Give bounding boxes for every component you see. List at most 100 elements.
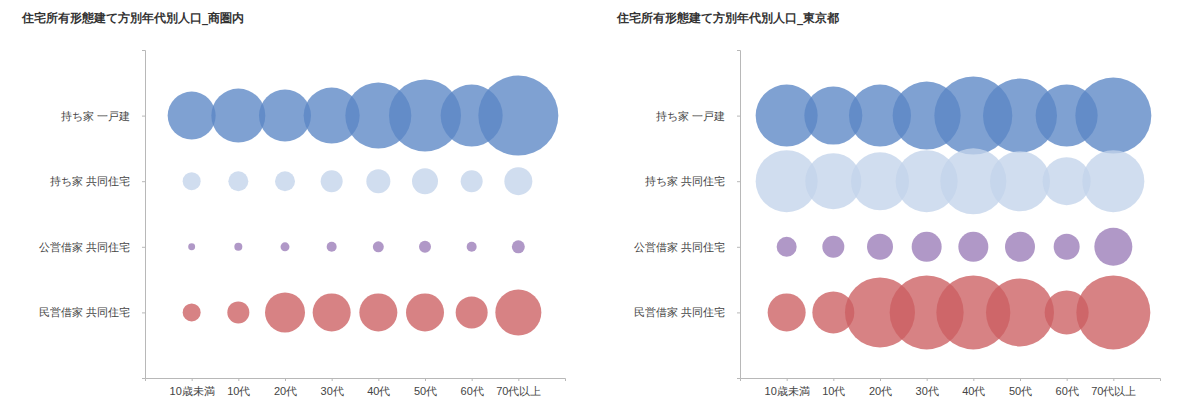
chart-title: 住宅所有形態建て方別年代別人口_商圏内 <box>21 11 244 26</box>
x-tick: 10歳未満 <box>765 378 810 397</box>
y-tick-label: 持ち家 共同住宅 <box>50 175 130 187</box>
x-tick: 30代 <box>321 378 344 397</box>
y-tick-mark <box>142 247 145 248</box>
y-axis-line <box>142 51 146 379</box>
x-tick-mark <box>192 378 193 381</box>
x-tick: 60代 <box>461 378 484 397</box>
y-tick-mark <box>142 181 145 182</box>
bubbles <box>168 76 559 336</box>
chart: 住宅所有形態建て方別年代別人口_東京都10歳未満10代20代30代40代50代6… <box>616 11 1161 397</box>
bubble <box>1075 78 1151 154</box>
y-tick-label: 公営借家 共同住宅 <box>39 241 130 253</box>
x-axis-line <box>146 379 566 382</box>
y-tick-label: 持ち家 一戸建 <box>656 110 725 122</box>
bubble <box>990 151 1050 211</box>
x-tick-mark <box>973 378 974 381</box>
x-tick: 40代 <box>367 378 390 397</box>
bubble <box>183 303 201 321</box>
x-tick-label: 20代 <box>869 385 892 397</box>
x-tick-label: 40代 <box>962 385 985 397</box>
bubble <box>234 243 242 251</box>
y-tick: 持ち家 一戸建 <box>61 110 145 122</box>
y-tick-label: 公営借家 共同住宅 <box>634 241 725 253</box>
bubble <box>777 237 797 257</box>
x-tick: 20代 <box>869 378 892 397</box>
x-tick-label: 50代 <box>414 385 437 397</box>
y-tick-label: 持ち家 一戸建 <box>61 110 130 122</box>
x-tick: 20代 <box>274 378 297 397</box>
x-tick-mark <box>285 378 286 381</box>
bubble <box>512 240 525 253</box>
y-tick-label: 持ち家 共同住宅 <box>645 175 725 187</box>
x-tick-label: 30代 <box>916 385 939 397</box>
x-tick-label: 50代 <box>1009 385 1032 397</box>
x-tick: 50代 <box>1009 378 1032 397</box>
bubble <box>406 293 444 331</box>
bubble <box>504 167 532 195</box>
x-tick-label: 20代 <box>274 385 297 397</box>
x-tick-mark <box>472 378 473 381</box>
y-tick-mark <box>737 181 740 182</box>
bubble <box>768 293 806 331</box>
y-axis: 持ち家 一戸建持ち家 共同住宅公営借家 共同住宅民営借家 共同住宅 <box>39 51 146 379</box>
bubble <box>1076 275 1150 349</box>
bubble <box>461 170 483 192</box>
x-tick-mark <box>378 378 379 381</box>
x-tick: 40代 <box>962 378 985 397</box>
chart: 住宅所有形態建て方別年代別人口_商圏内 10歳未満 10代 20代 30代 40代 50代 6… <box>21 11 566 397</box>
y-tick: 民営借家 共同住宅 <box>39 306 145 318</box>
y-tick: 公営借家 共同住宅 <box>634 241 740 253</box>
bubble <box>211 89 265 143</box>
bubble <box>373 241 384 252</box>
x-tick-mark <box>238 378 239 381</box>
y-tick-mark <box>737 116 740 117</box>
bubble <box>958 232 988 262</box>
x-axis: 10歳未満 10代 20代 30代 40代 50代 60代 70代以上 <box>146 378 566 397</box>
bubble <box>188 243 195 250</box>
bubble <box>227 301 249 323</box>
x-tick-mark <box>833 378 834 381</box>
x-tick-label: 10代 <box>822 385 845 397</box>
x-tick: 30代 <box>916 378 939 397</box>
x-tick-label: 10代 <box>227 385 250 397</box>
x-tick-label: 60代 <box>461 385 484 397</box>
bubble <box>1054 234 1080 260</box>
bubble <box>456 296 488 328</box>
bubble <box>986 278 1054 346</box>
x-tick-label: 40代 <box>367 385 390 397</box>
y-tick: 持ち家 共同住宅 <box>50 175 145 187</box>
y-tick-mark <box>142 312 145 313</box>
x-tick-label: 30代 <box>321 385 344 397</box>
x-axis-line <box>741 379 1161 382</box>
y-tick-mark <box>737 312 740 313</box>
y-tick-label: 民営借家 共同住宅 <box>39 306 130 318</box>
x-tick: 10代 <box>822 378 845 397</box>
y-tick: 持ち家 共同住宅 <box>645 175 740 187</box>
bubble <box>313 293 351 331</box>
bubble <box>467 242 477 252</box>
y-tick-label: 民営借家 共同住宅 <box>634 306 725 318</box>
x-tick: 70代以上 <box>1091 378 1136 397</box>
bubble <box>259 90 311 142</box>
x-tick-label: 70代以上 <box>1091 385 1136 397</box>
bubble <box>366 169 390 193</box>
x-tick-mark <box>880 378 881 381</box>
x-tick-mark <box>1113 378 1114 381</box>
x-tick-mark <box>425 378 426 381</box>
bubble <box>275 171 295 191</box>
bubble <box>822 236 844 258</box>
bubble <box>419 241 431 253</box>
bubble <box>1094 228 1132 266</box>
chart-title: 住宅所有形態建て方別年代別人口_東京都 <box>616 11 839 26</box>
x-tick-label: 70代以上 <box>496 385 541 397</box>
x-tick: 10代 <box>227 378 250 397</box>
x-tick-mark <box>787 378 788 381</box>
y-tick: 持ち家 一戸建 <box>656 110 740 122</box>
bubble <box>495 289 541 335</box>
x-tick-label: 10歳未満 <box>170 385 215 397</box>
bubble <box>1005 232 1035 262</box>
bubble <box>281 242 290 251</box>
x-tick: 50代 <box>414 378 437 397</box>
y-axis: 持ち家 一戸建持ち家 共同住宅公営借家 共同住宅民営借家 共同住宅 <box>634 51 741 379</box>
x-tick: 10歳未満 <box>170 378 215 397</box>
